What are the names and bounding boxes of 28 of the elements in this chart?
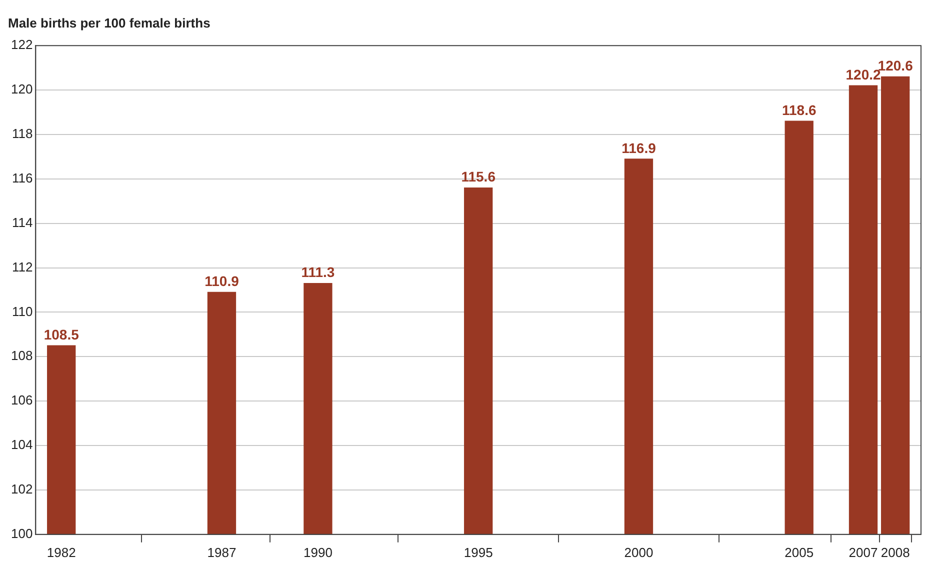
y-tick-label: 116 <box>12 170 33 186</box>
y-tick-label: 118 <box>12 126 33 142</box>
y-tick-label: 112 <box>12 259 33 274</box>
y-tick-label: 114 <box>12 214 33 230</box>
data-label: 111.3 <box>301 264 335 280</box>
y-tick-label: 122 <box>10 37 33 52</box>
x-tick-label: 2005 <box>784 544 814 560</box>
data-label: 120.2 <box>846 66 881 82</box>
x-tick-label: 2008 <box>880 544 910 560</box>
y-tick-label: 110 <box>12 304 33 319</box>
y-tick-label: 106 <box>10 392 33 408</box>
data-label: 108.5 <box>44 326 80 342</box>
chart-title: Male births per 100 female births <box>8 15 210 30</box>
data-label: 116.9 <box>622 140 656 156</box>
y-tick-label: 108 <box>10 348 33 364</box>
x-tick-label: 2000 <box>624 544 654 560</box>
x-tick-label: 1982 <box>46 544 76 560</box>
y-tick-label: 120 <box>10 82 33 97</box>
y-tick-label: 100 <box>10 526 33 541</box>
x-tick-label: 2007 <box>848 544 878 560</box>
data-label: 115.6 <box>461 168 496 185</box>
y-tick-label: 104 <box>10 437 33 452</box>
x-tick-label: 1987 <box>207 544 236 560</box>
data-label: 110.9 <box>204 273 240 290</box>
data-label: 118.6 <box>782 102 816 118</box>
x-tick-label: 1990 <box>304 544 332 560</box>
y-tick-label: 102 <box>10 482 33 497</box>
x-tick-label: 1995 <box>464 544 493 560</box>
